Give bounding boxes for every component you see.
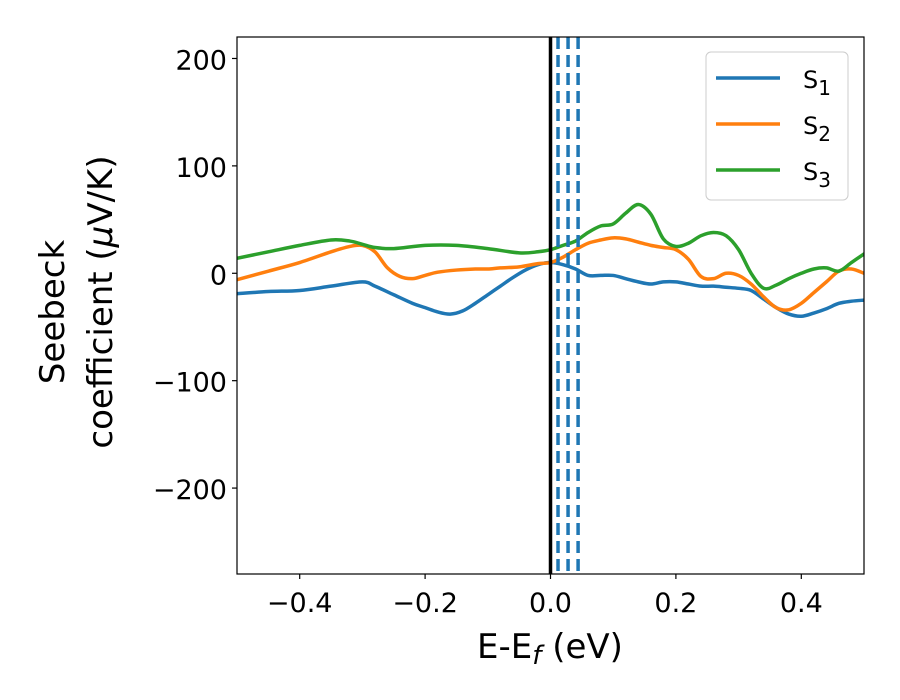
reference-lines	[548, 37, 580, 574]
legend-box	[705, 51, 849, 201]
x-axis-title-main: E-E	[477, 627, 532, 667]
x-tick-label: −0.4	[267, 588, 333, 619]
y-axis-title-mu: μ	[81, 226, 121, 249]
y-axis-ticks: 200 100 0 −100 −200	[153, 45, 237, 506]
x-tick-label: 0.2	[654, 588, 697, 619]
y-axis-title-line1: Seebeck	[33, 240, 73, 385]
x-axis-ticks: −0.4 −0.2 0.0 0.2 0.4	[267, 574, 823, 619]
y-tick-label: 0	[210, 260, 227, 291]
legend-label-s2: S2	[803, 112, 831, 146]
y-tick-label: −100	[153, 368, 227, 399]
x-tick-label: 0.0	[529, 588, 572, 619]
y-tick-label: 100	[175, 153, 227, 184]
x-axis-title: E-Ef (eV)	[477, 627, 623, 671]
series-line-s3	[237, 202, 864, 291]
y-tick-label: 200	[175, 45, 227, 76]
legend-label-s3: S3	[803, 158, 831, 192]
y-axis-title-line2-post: V/K)	[81, 155, 121, 225]
series-line-s2	[237, 236, 864, 312]
x-axis-title-unit: (eV)	[541, 627, 623, 667]
y-axis-title: Seebeck coefficient (μV/K)	[33, 155, 121, 448]
y-tick-label: −200	[153, 475, 227, 506]
y-axis-title-line2: coefficient (μV/K)	[81, 155, 121, 448]
y-axis-title-line2-pre: coefficient (	[81, 247, 121, 448]
legend: S1 S2 S3	[705, 51, 849, 201]
series-layer	[237, 202, 864, 319]
x-tick-label: −0.2	[392, 588, 458, 619]
legend-label-s1: S1	[803, 66, 831, 100]
x-tick-label: 0.4	[780, 588, 823, 619]
